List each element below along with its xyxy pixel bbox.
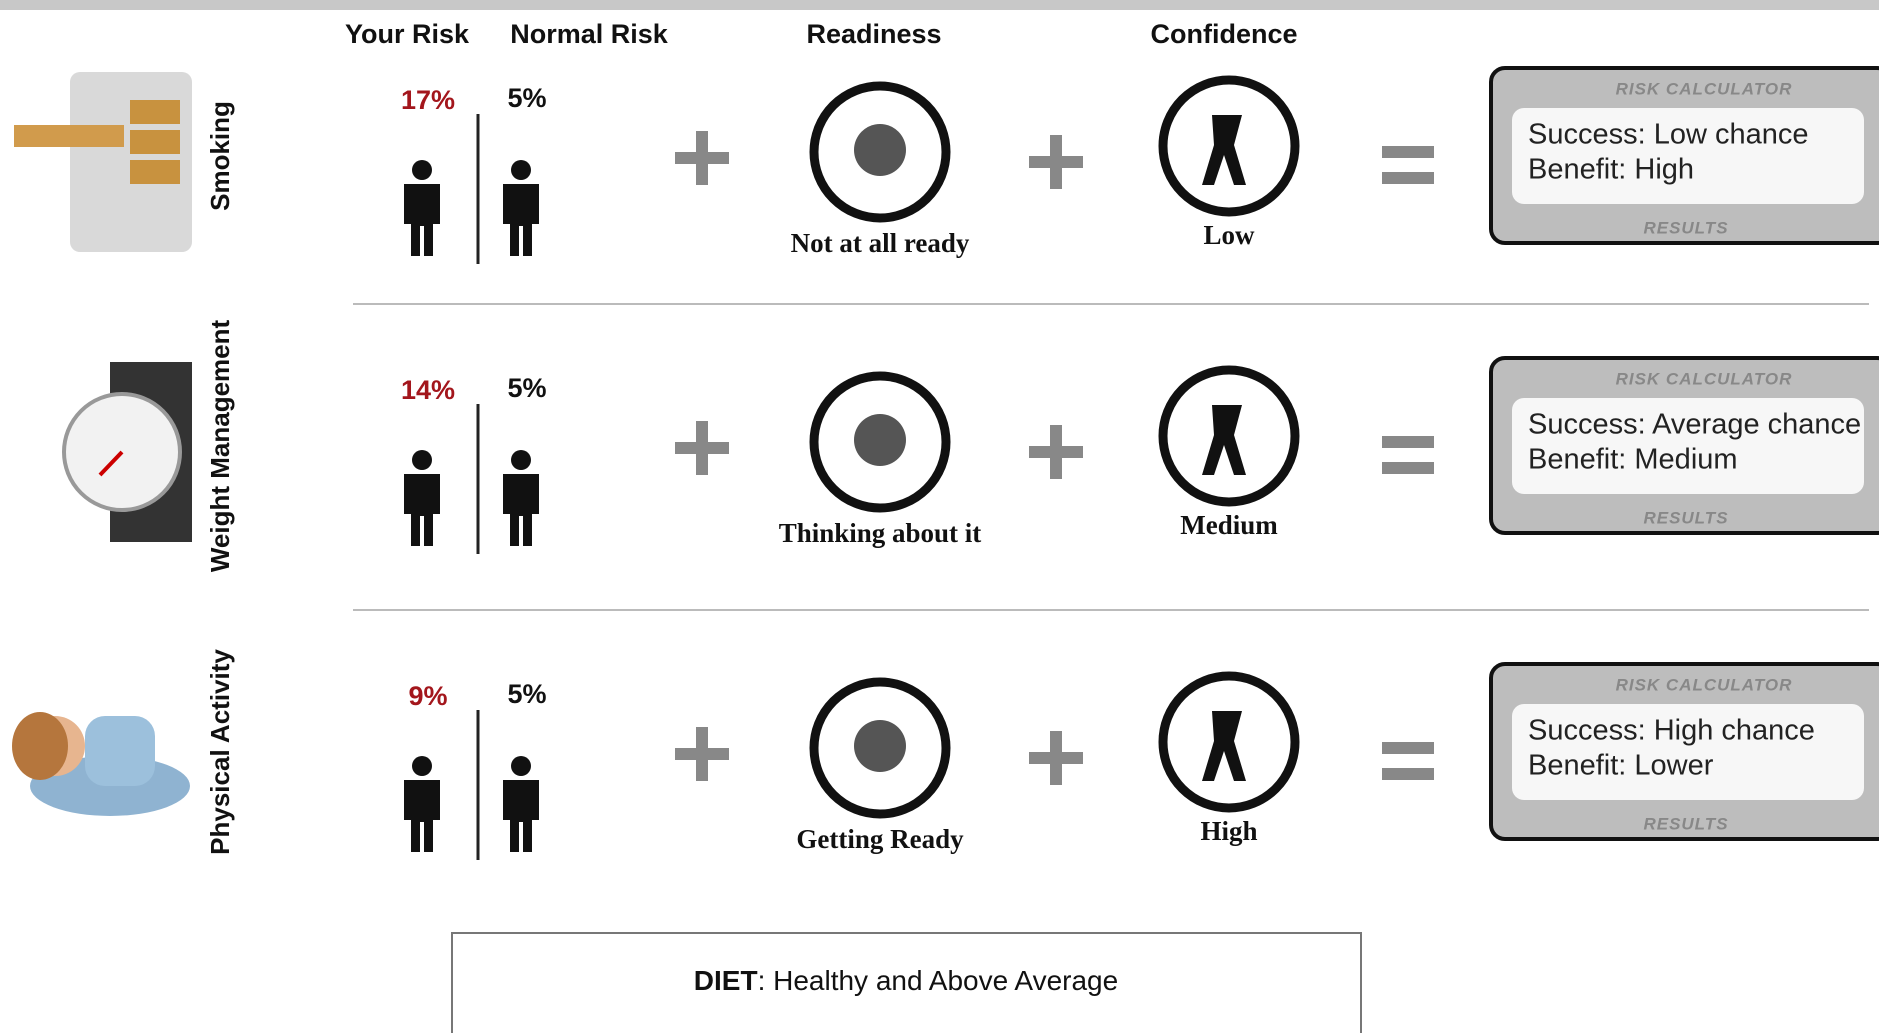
row-label: Weight Management: [205, 320, 235, 573]
equals-sign: [1382, 462, 1434, 474]
confidence-figure: [1202, 115, 1246, 185]
normal-risk: 5%: [507, 83, 546, 113]
person-head: [412, 756, 432, 776]
person-body: [503, 184, 539, 256]
benefit-text: Benefit: Lower: [1528, 750, 1714, 782]
equals-sign: [1382, 768, 1434, 780]
diet-box: [451, 932, 1362, 1033]
risk-row: Smoking 17% 5% Not at all ready Low RISK CALC…: [14, 66, 1879, 264]
cigarette-out: [14, 125, 124, 147]
person-head: [412, 450, 432, 470]
person-head: [511, 756, 531, 776]
diet-text: DIET: Healthy and Above Average: [694, 965, 1118, 996]
person-head: [511, 450, 531, 470]
header-confidence: Confidence: [1150, 19, 1297, 49]
confidence-label: High: [1200, 816, 1257, 846]
normal-risk: 5%: [507, 679, 546, 709]
person-body: [404, 184, 440, 256]
readiness-figure: [854, 720, 906, 772]
risk-row: Weight Management 14% 5% Thinking about it M…: [62, 320, 1879, 573]
header-readiness: Readiness: [806, 19, 941, 49]
readiness-figure: [854, 414, 906, 466]
plus-sign: [696, 131, 708, 185]
confidence-label: Low: [1203, 220, 1255, 250]
person-body: [404, 474, 440, 546]
person-body: [503, 474, 539, 546]
calculator-title: RISK CALCULATOR: [1616, 675, 1793, 694]
header-normal-risk: Normal Risk: [510, 19, 669, 49]
normal-risk: 5%: [507, 373, 546, 403]
benefit-text: Benefit: High: [1528, 154, 1694, 186]
confidence-figure: [1202, 711, 1246, 781]
diet-description: : Healthy and Above Average: [758, 965, 1119, 996]
readiness-label: Thinking about it: [779, 518, 982, 548]
calculator-footer: RESULTS: [1643, 814, 1728, 833]
scale-needle: [98, 450, 124, 477]
plus-sign: [1050, 135, 1062, 189]
calculator-title: RISK CALCULATOR: [1616, 79, 1793, 98]
calculator-screen: [1512, 398, 1864, 494]
equals-sign: [1382, 742, 1434, 754]
calculator-footer: RESULTS: [1643, 218, 1728, 237]
success-text: Success: High chance: [1528, 715, 1815, 747]
person-body: [503, 780, 539, 852]
equals-sign: [1382, 436, 1434, 448]
row-label: Physical Activity: [205, 649, 235, 855]
yoga-torso: [85, 716, 155, 786]
success-text: Success: Low chance: [1528, 119, 1808, 151]
readiness-figure: [854, 124, 906, 176]
calculator-screen: [1512, 704, 1864, 800]
row-label: Smoking: [205, 101, 235, 211]
readiness-label: Getting Ready: [796, 824, 964, 854]
cigarette: [130, 130, 180, 154]
equals-sign: [1382, 146, 1434, 158]
plus-sign: [1050, 731, 1062, 785]
top-bar: [0, 0, 1879, 10]
header-your-risk: Your Risk: [345, 19, 470, 49]
person-body: [404, 780, 440, 852]
readiness-label: Not at all ready: [791, 228, 970, 258]
success-text: Success: Average chance: [1528, 409, 1861, 441]
plus-sign: [696, 727, 708, 781]
calculator-screen: [1512, 108, 1864, 204]
calculator-title: RISK CALCULATOR: [1616, 369, 1793, 388]
confidence-label: Medium: [1180, 510, 1278, 540]
person-head: [412, 160, 432, 180]
person-head: [511, 160, 531, 180]
benefit-text: Benefit: Medium: [1528, 444, 1738, 476]
risk-row: Physical Activity 9% 5% Getting Ready High RI…: [12, 649, 1879, 860]
your-risk: 17%: [401, 85, 455, 115]
cigarette: [130, 160, 180, 184]
your-risk: 14%: [401, 375, 455, 405]
your-risk: 9%: [408, 681, 447, 711]
confidence-figure: [1202, 405, 1246, 475]
plus-sign: [1050, 425, 1062, 479]
yoga-hair: [12, 712, 68, 780]
equals-sign: [1382, 172, 1434, 184]
diet-label: DIET: [694, 965, 758, 996]
calculator-footer: RESULTS: [1643, 508, 1728, 527]
plus-sign: [696, 421, 708, 475]
cigarette: [130, 100, 180, 124]
